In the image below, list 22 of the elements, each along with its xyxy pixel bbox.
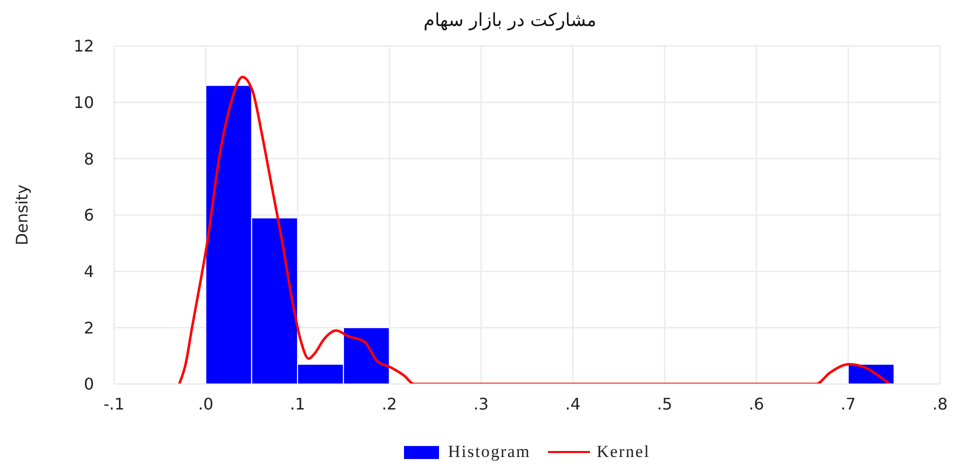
y-axis-title: Density (12, 184, 32, 246)
x-tick-label: .8 (932, 394, 948, 414)
legend-label: Kernel (596, 442, 650, 462)
y-tick-label: 4 (84, 262, 94, 282)
y-tick-label: 0 (84, 374, 94, 394)
y-tick-label: 6 (84, 206, 94, 225)
x-tick-label: .6 (748, 394, 764, 414)
x-tick-label: -.1 (103, 394, 125, 414)
line-series (178, 76, 891, 384)
legend-label: Histogram (448, 442, 531, 462)
x-tick-label: .7 (840, 394, 856, 414)
y-tick-label: 10 (74, 93, 94, 112)
x-tick-label: .5 (657, 394, 672, 414)
x-tick-label: .3 (473, 394, 489, 414)
chart-title: مشارکت در بازار سهام (422, 10, 598, 31)
y-tick-label: 8 (84, 149, 94, 168)
x-tick-label: .1 (290, 394, 306, 414)
x-tick-label: .2 (382, 394, 397, 414)
x-tick-label: .0 (198, 394, 214, 414)
x-tick-label: .4 (565, 394, 581, 414)
y-tick-label: 12 (74, 36, 94, 56)
y-tick-label: 2 (84, 318, 94, 338)
